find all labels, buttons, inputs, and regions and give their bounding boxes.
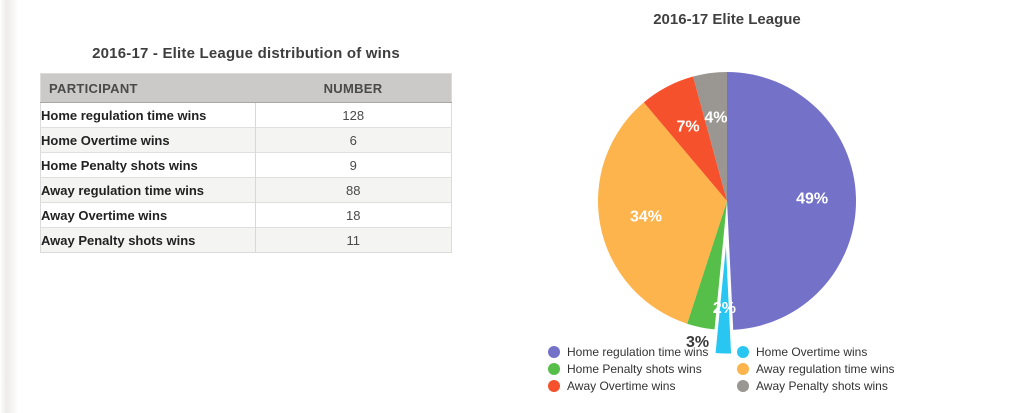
- legend-item-home-overtime-wins[interactable]: Home Overtime wins: [737, 344, 895, 360]
- pie-slice-away-regulation-time-wins[interactable]: [597, 102, 727, 324]
- pie-slice-away-penalty-shots-wins[interactable]: [693, 72, 727, 201]
- number-cell: 88: [254, 177, 452, 203]
- chart-title: 2016-17 Elite League: [653, 11, 801, 28]
- legend-dot-icon: [737, 380, 749, 392]
- number-cell: 9: [254, 152, 452, 178]
- participant-cell: Home regulation time wins: [40, 102, 255, 128]
- participant-cell: Away Penalty shots wins: [40, 227, 255, 253]
- legend-dot-icon: [548, 380, 560, 392]
- number-cell: 6: [254, 127, 452, 153]
- legend-item-away-regulation-time-wins[interactable]: Away regulation time wins: [737, 361, 895, 377]
- legend-label: Home Penalty shots wins: [567, 362, 702, 376]
- wins-table: PARTICIPANT NUMBER Home regulation time …: [40, 73, 452, 253]
- participant-cell: Away regulation time wins: [40, 177, 255, 203]
- legend-dot-icon: [548, 363, 560, 375]
- legend-label: Away Penalty shots wins: [756, 379, 888, 393]
- table-row: Away Penalty shots wins 11: [40, 227, 452, 253]
- participant-cell: Home Penalty shots wins: [40, 152, 255, 178]
- table-row: Home regulation time wins 128: [40, 102, 452, 128]
- number-cell: 18: [254, 202, 452, 228]
- chart-legend: Home regulation time wins Home Overtime w…: [548, 344, 895, 394]
- legend-dot-icon: [548, 346, 560, 358]
- legend-item-home-regulation-time-wins[interactable]: Home regulation time wins: [548, 344, 737, 360]
- participant-cell: Away Overtime wins: [40, 202, 255, 228]
- column-header-number: NUMBER: [255, 73, 452, 103]
- pie-slice-home-penalty-shots-wins[interactable]: [687, 201, 727, 330]
- page-edge-texture: [0, 0, 18, 413]
- legend-label: Home regulation time wins: [567, 345, 709, 359]
- legend-item-home-penalty-shots-wins[interactable]: Home Penalty shots wins: [548, 361, 737, 377]
- table-row: Home Overtime wins 6: [40, 127, 452, 153]
- pie-slice-home-overtime-wins[interactable]: [712, 225, 735, 357]
- pie-chart-section: 2016-17 Elite League 49% 2% 3% 34% 7% 4% Home…: [520, 0, 1027, 413]
- legend-item-away-penalty-shots-wins[interactable]: Away Penalty shots wins: [737, 378, 895, 394]
- number-cell: 11: [254, 227, 452, 253]
- table-row: Away regulation time wins 88: [40, 177, 452, 203]
- legend-dot-icon: [737, 346, 749, 358]
- table-title: 2016-17 - Elite League distribution of w…: [92, 45, 400, 62]
- legend-item-away-overtime-wins[interactable]: Away Overtime wins: [548, 378, 737, 394]
- participant-cell: Home Overtime wins: [40, 127, 255, 153]
- pie-slice-home-regulation-time-wins[interactable]: [727, 71, 857, 330]
- table-row: Away Overtime wins 18: [40, 202, 452, 228]
- number-cell: 128: [254, 102, 452, 128]
- table-header: PARTICIPANT NUMBER: [40, 73, 452, 103]
- column-header-participant: PARTICIPANT: [40, 73, 255, 103]
- wins-table-section: 2016-17 - Elite League distribution of w…: [40, 0, 452, 413]
- legend-dot-icon: [737, 363, 749, 375]
- legend-label: Home Overtime wins: [756, 345, 868, 359]
- legend-label: Away Overtime wins: [567, 379, 676, 393]
- legend-label: Away regulation time wins: [756, 362, 895, 376]
- table-row: Home Penalty shots wins 9: [40, 152, 452, 178]
- pie-slice-away-overtime-wins[interactable]: [643, 76, 727, 201]
